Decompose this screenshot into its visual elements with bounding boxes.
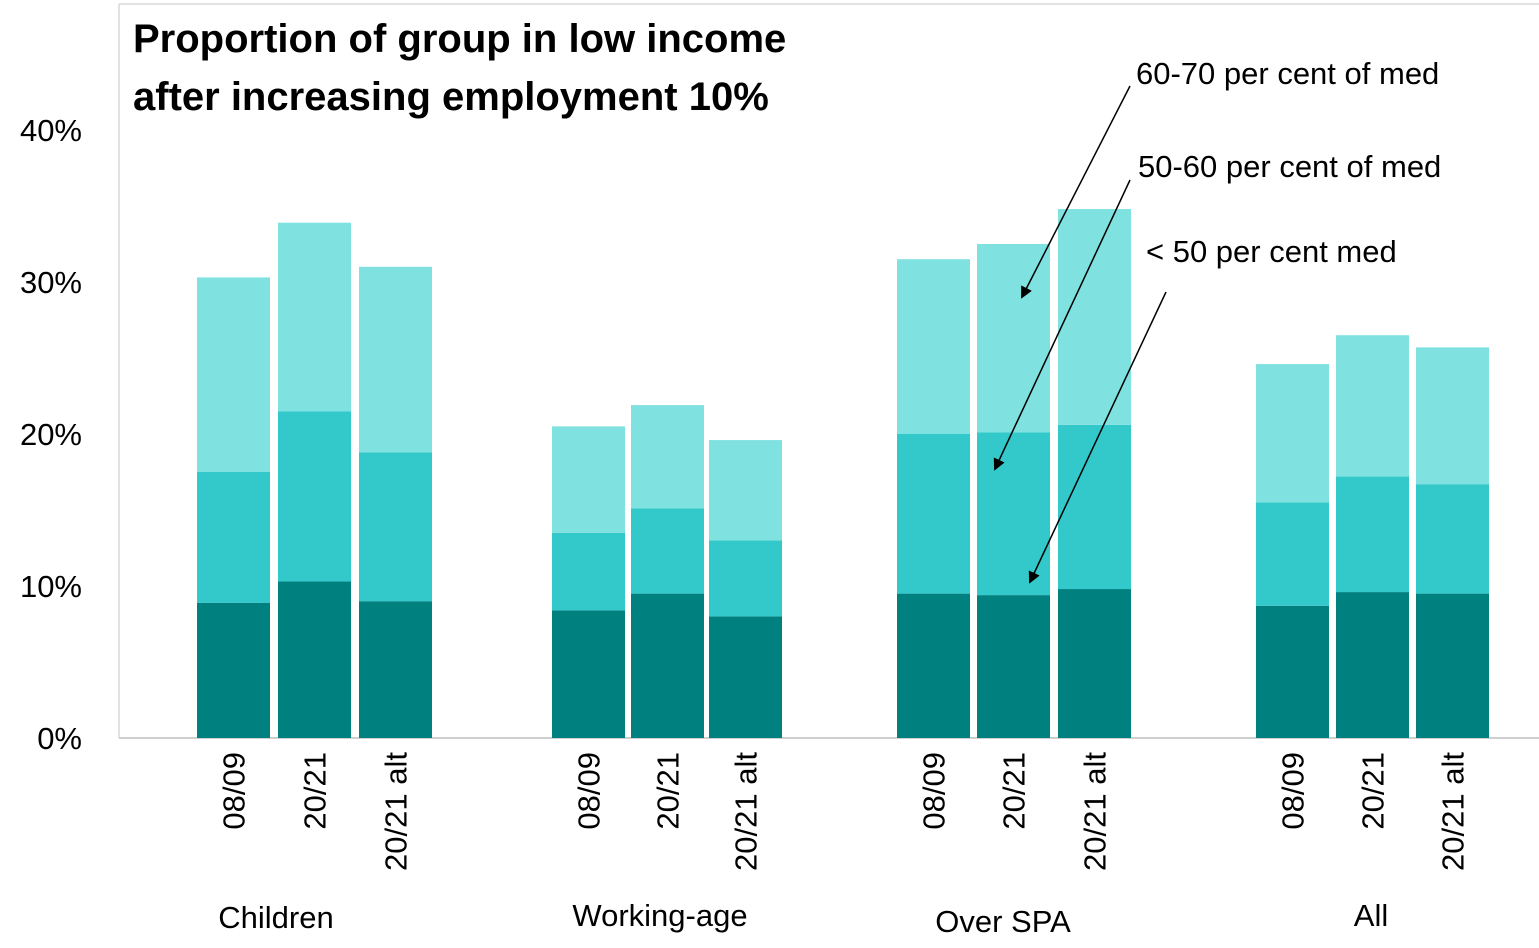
bar-segment (359, 601, 432, 738)
x-group-label: Working-age (572, 898, 747, 933)
bar-segment (552, 532, 625, 611)
bar-segment (278, 222, 351, 412)
bar-segment (197, 277, 270, 472)
x-category-label: 08/09 (1276, 752, 1311, 830)
y-tick-label: 40% (20, 113, 82, 148)
x-category-label: 20/21 alt (1078, 752, 1113, 871)
bar-segment (631, 593, 704, 738)
bar-segment (897, 259, 970, 434)
bar-segment (278, 581, 351, 738)
bar-segment (1336, 476, 1409, 593)
bar-segment (1058, 424, 1131, 590)
annotation-arrow-50-60 (993, 179, 1131, 471)
bar-segment (1256, 502, 1329, 606)
bar-segment (1416, 593, 1489, 738)
bar-segment (278, 411, 351, 582)
bar-segment (631, 508, 704, 594)
y-axis-tick-labels: 0% 10% 20% 30% 40% (20, 113, 82, 756)
bar-segment (977, 432, 1050, 596)
y-tick-label: 20% (20, 417, 82, 452)
bars (197, 209, 1489, 738)
bar-segment (1256, 605, 1329, 738)
x-category-label: 20/21 (1356, 752, 1391, 830)
x-category-label: 20/21 alt (729, 752, 764, 871)
x-category-label: 20/21 alt (379, 752, 414, 871)
bar-segment (709, 616, 782, 738)
series-annotations: 60-70 per cent of med 50-60 per cent of … (993, 56, 1441, 584)
bar-segment (977, 244, 1050, 433)
annotation-50-60: 50-60 per cent of med (1138, 149, 1441, 184)
bar-segment (359, 266, 432, 453)
x-axis-group-labels: Children Working-age Over SPA All (218, 898, 1388, 939)
bar-segment (197, 472, 270, 603)
bar-segment (1336, 335, 1409, 477)
y-tick-label: 30% (20, 265, 82, 300)
bar-segment (897, 434, 970, 594)
x-group-label: All (1354, 898, 1388, 933)
x-group-label: Children (218, 900, 333, 935)
bar-segment (1058, 209, 1131, 425)
y-tick-label: 0% (37, 721, 82, 756)
x-category-label: 08/09 (572, 752, 607, 830)
x-group-label: Over SPA (935, 904, 1071, 939)
x-category-label: 08/09 (917, 752, 952, 830)
bar-segment (977, 595, 1050, 738)
bar-segment (709, 540, 782, 617)
bar-segment (552, 426, 625, 533)
bar-segment (1336, 592, 1409, 738)
bar-segment (1416, 484, 1489, 594)
x-category-label: 08/09 (217, 752, 252, 830)
bar-segment (1058, 589, 1131, 738)
x-axis-category-labels: 08/09 20/21 20/21 alt 08/09 20/21 20/21 alt 08… (217, 752, 1471, 871)
chart-title-line-2: after increasing employment 10% (133, 75, 769, 119)
bar-segment (709, 440, 782, 541)
annotation-60-70: 60-70 per cent of med (1136, 56, 1439, 91)
bar-segment (631, 405, 704, 509)
x-category-label: 20/21 alt (1436, 752, 1471, 871)
x-category-label: 20/21 (651, 752, 686, 830)
chart-title: Proportion of group in low income after … (133, 17, 786, 119)
bar-segment (897, 593, 970, 738)
chart-title-line-1: Proportion of group in low income (133, 17, 786, 61)
x-category-label: 20/21 (997, 752, 1032, 830)
bar-segment (1256, 364, 1329, 503)
annotation-under-50: < 50 per cent med (1146, 234, 1397, 269)
x-category-label: 20/21 (298, 752, 333, 830)
annotation-arrow-under-50 (1028, 291, 1167, 584)
bar-segment (1416, 347, 1489, 485)
bar-segment (552, 610, 625, 738)
bar-segment (197, 602, 270, 738)
bar-segment (359, 452, 432, 602)
annotation-arrow-60-70 (1021, 85, 1131, 299)
y-tick-label: 10% (20, 569, 82, 604)
